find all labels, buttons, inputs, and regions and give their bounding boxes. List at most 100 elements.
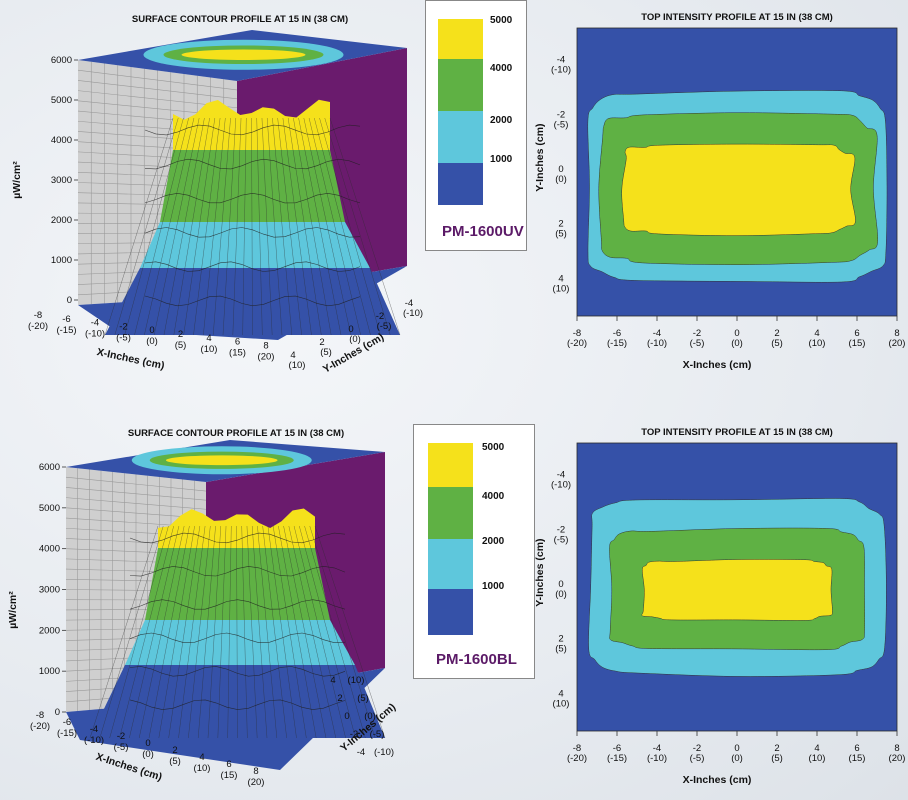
z-axis-label: µW/cm² [11, 161, 23, 199]
y-tick-label-cm: (-5) [554, 534, 569, 545]
x-tick-label-cm: (0) [731, 753, 743, 764]
x-tick-label-cm: (-15) [607, 338, 627, 349]
z-tick-label: 2000 [39, 625, 60, 636]
y-tick-label-in: -4 [557, 470, 565, 481]
surface-mesh-line [314, 525, 386, 739]
wall-grid-line [77, 80, 238, 100]
top-map-bl: TOP INTENSITY PROFILE AT 15 IN (38 CM) -8… [534, 427, 905, 786]
surface-mesh-line [124, 117, 184, 336]
surface-mesh-line [148, 525, 190, 739]
z-tick-label: 6000 [51, 55, 72, 66]
x-tick-label-cm: (-20) [567, 753, 587, 764]
wall-grid-line [65, 487, 207, 501]
x-tick-label-in: 0 [734, 328, 739, 339]
surface-mesh-line [309, 525, 376, 739]
surface-band-2000 [140, 222, 370, 268]
z-tick-label: 0 [55, 707, 60, 718]
y-tick-label-in: 4 [290, 350, 295, 361]
x-tick-label-cm: (20) [889, 338, 906, 349]
x-tick-label-in: 8 [894, 743, 899, 754]
x-tick-label-in: -8 [36, 710, 44, 721]
legend-label-4000: 4000 [490, 63, 513, 74]
x-tick-label-cm: (5) [175, 340, 187, 351]
legend-swatch-5000 [428, 443, 473, 487]
surface-mesh-line [282, 117, 312, 336]
x-tick-label-cm: (0) [146, 336, 158, 347]
surface-mesh-line [246, 525, 258, 739]
surface-mesh-line [287, 117, 322, 336]
surface-mesh-line [257, 525, 278, 739]
model-name-bl: PM-1600BL [436, 651, 517, 668]
z-tick-label: 5000 [51, 95, 72, 106]
y-tick-label-in: 4 [558, 273, 563, 284]
x-tick-label-cm: (-5) [114, 742, 129, 753]
x-tick-label-in: 4 [199, 752, 204, 763]
surface-mesh-line [104, 117, 174, 336]
top-title: TOP INTENSITY PROFILE AT 15 IN (38 CM) [641, 12, 833, 23]
surface-mesh-line [256, 117, 263, 336]
y-tick-label-in: 0 [348, 324, 353, 335]
surface-contour-line [129, 666, 346, 677]
y-tick-label-cm: (-5) [370, 729, 385, 740]
surface-mesh-line [319, 117, 381, 336]
x-tick-label-cm: (0) [731, 338, 743, 349]
y-tick-label-in: 0 [344, 711, 349, 722]
surface-contour-line [129, 632, 346, 644]
surface-mesh-line [188, 525, 211, 739]
x-tick-label-cm: (10) [809, 338, 826, 349]
surface-mesh-line [183, 117, 216, 336]
x-tick-label-cm: (-20) [30, 721, 50, 732]
surface-mesh-line [304, 525, 366, 739]
z-tick-label: 4000 [39, 544, 60, 555]
surface-mesh-line [173, 117, 210, 336]
z-axis-label: µW/cm² [7, 591, 19, 629]
surface-mesh-line [308, 117, 361, 336]
surface-mesh-line [212, 117, 231, 336]
x-tick-label-in: 2 [172, 745, 177, 756]
x-tick-label-in: 0 [149, 325, 154, 336]
legend-swatch-1000 [428, 589, 473, 635]
legend-label-5000: 5000 [490, 15, 513, 26]
y-tick-label-cm: (-10) [403, 308, 423, 319]
x-tick-label-in: -2 [693, 328, 701, 339]
y-tick-label-cm: (-10) [551, 65, 571, 76]
legend-swatch-4000 [438, 59, 483, 111]
surface-mesh-line [197, 525, 216, 739]
surface-mesh-line [267, 525, 297, 739]
surface-mesh-line [153, 117, 200, 336]
contour-5000 [621, 143, 856, 236]
y-tick-label-in: -2 [557, 109, 565, 120]
surface-mesh-line [138, 525, 185, 739]
x-tick-label-in: 6 [226, 759, 231, 770]
x-tick-label-cm: (20) [248, 777, 265, 788]
legend-swatch-1000 [438, 163, 483, 205]
x-tick-label-cm: (10) [809, 753, 826, 764]
surface-mesh-line [134, 117, 189, 336]
x-tick-label-cm: (-15) [56, 325, 76, 336]
legend-label-2000: 2000 [482, 536, 505, 547]
y-tick-label-in: -2 [350, 729, 358, 740]
surface-mesh-line [99, 525, 164, 739]
x-axis-label: X-Inches (cm) [96, 346, 166, 372]
x-tick-label-in: 8 [894, 328, 899, 339]
x-tick-label-in: -4 [91, 318, 99, 329]
y-tick-label-cm: (10) [553, 698, 570, 709]
x-tick-label-in: 6 [854, 328, 859, 339]
legend-swatch-2000 [438, 111, 483, 163]
surface-title: SURFACE CONTOUR PROFILE AT 15 IN (38 CM) [132, 14, 348, 25]
surface-contour-line [144, 158, 361, 170]
surface-mesh-line [293, 525, 346, 739]
surface-mesh-line [144, 117, 195, 336]
x-tick-label-cm: (15) [849, 338, 866, 349]
legend-bl: 5000 4000 2000 1000 PM-1600BL [413, 424, 535, 679]
y-tick-label-cm: (10) [289, 360, 306, 371]
surface-mesh-line [278, 525, 317, 739]
surface-chart-uv: SURFACE CONTOUR PROFILE AT 15 IN (38 CM)… [11, 14, 423, 376]
x-tick-label-cm: (20) [889, 753, 906, 764]
y-tick-label-in: 2 [337, 693, 342, 704]
y-tick-label-cm: (5) [555, 229, 567, 240]
surface-mesh-line [158, 525, 195, 739]
surface-contour-line [144, 124, 361, 136]
surface-mesh-line [129, 525, 180, 739]
surface-mesh-line [236, 525, 238, 739]
